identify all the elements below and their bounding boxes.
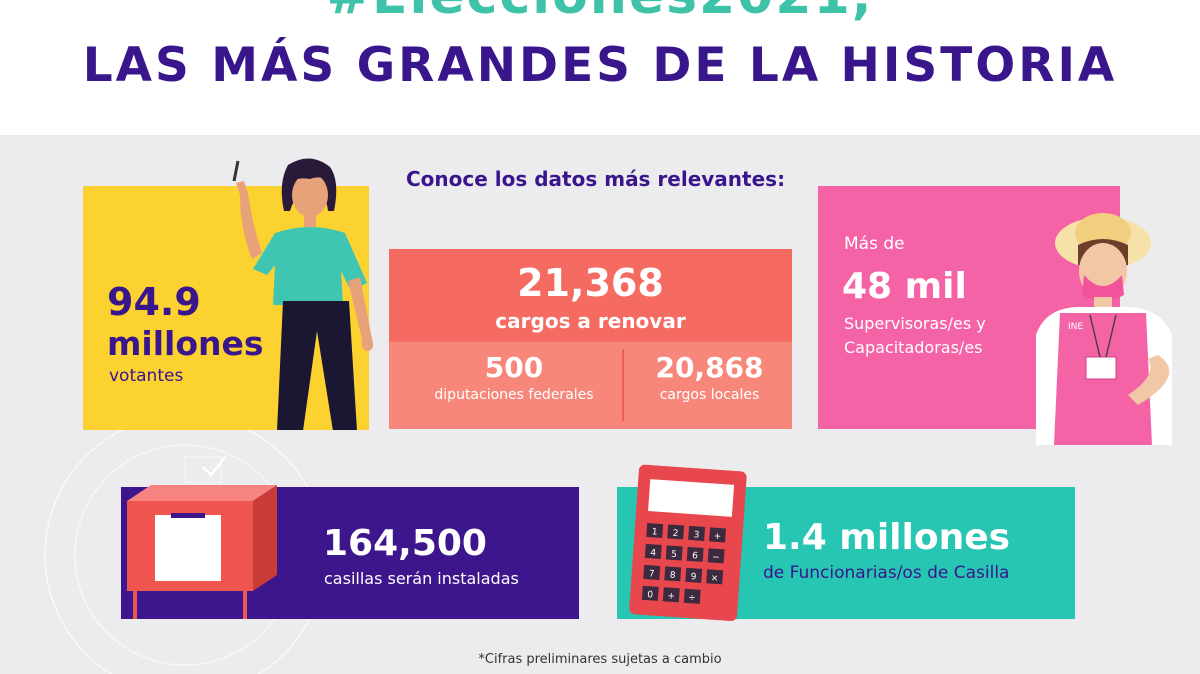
voters-label: votantes [109,366,184,386]
supervisors-label-line1: Supervisoras/es y [844,314,986,333]
local-value: 20,868 [655,351,764,384]
calculator-key-label: ÷ [688,593,696,604]
calculator-key-label: 7 [648,569,654,579]
calculator-key-label: 9 [690,572,697,582]
calculator-illustration: 1 2 3 +4 5 6 − 7 8 9 × 0 + ÷ [629,464,747,622]
calculator-key [662,587,680,603]
supervisors-value: 48 mil [842,266,967,307]
positions-card: 21,368 cargos a renovar 500 diputaciones… [389,249,792,429]
header-band: #Elecciones2021, LAS MÁS GRANDES DE LA H… [0,0,1200,135]
ine-badge-text: INE [1068,322,1083,332]
calculator-key [688,525,706,541]
voters-unit: millones [107,324,264,363]
calculator-key-label: 1 [651,527,657,537]
calculator-key [643,564,661,580]
federal-label: diputaciones federales [434,387,594,403]
calculator-key-label: + [667,592,675,603]
supervisors-label-line2: Capacitadoras/es [844,338,983,357]
calculator-key [685,567,703,583]
calculator-key [686,546,704,562]
calculator-key-label: 5 [671,550,677,560]
page-headline: LAS MÁS GRANDES DE LA HISTORIA [82,38,1118,93]
calculator-key [664,566,682,582]
supervisors-prefix: Más de [844,234,905,254]
positions-label: cargos a renovar [495,309,686,333]
calculator-key-label: × [710,574,718,585]
supervisor-illustration: INE [1036,213,1172,445]
ballot-box-illustration [127,456,277,619]
booths-value: 164,500 [323,523,487,564]
calculator-key-label: 8 [669,571,676,581]
calculator-key-label: 2 [672,529,678,539]
positions-value: 21,368 [517,261,664,305]
calculator-key [709,527,727,543]
calculator-key-label: − [712,553,720,564]
officials-label: de Funcionarias/os de Casilla [763,563,1010,583]
calculator-key-label: + [713,532,721,543]
calculator-key-label: 3 [693,530,699,540]
booths-label: casillas serán instaladas [324,569,519,588]
voters-value: 94.9 [107,280,201,324]
positions-header: 21,368 cargos a renovar [389,249,792,342]
calculator-key [646,522,664,539]
calculator-key [667,524,685,540]
calculator-key-label: 4 [650,548,657,558]
federal-value: 500 [484,351,544,384]
calculator-key [706,569,724,585]
calculator-key [644,543,662,560]
calculator-key [665,545,683,561]
calculator-key-label: 0 [647,590,654,600]
local-label: cargos locales [659,387,760,403]
calculator-keypad: 1 2 3 +4 5 6 − 7 8 9 × 0 + ÷ [641,522,727,604]
calculator-key [683,588,701,604]
positions-divider [622,349,624,421]
calculator-key-label: 6 [692,551,699,561]
section-subtitle: Conoce los datos más relevantes: [406,167,786,191]
footnote: *Cifras preliminares sujetas a cambio [478,652,722,667]
calculator-key [641,585,659,601]
woman-voter-illustration [232,158,374,430]
calculator-key [707,548,725,564]
officials-value: 1.4 millones [763,517,1011,558]
hashtag-title: #Elecciones2021, [0,0,1200,26]
